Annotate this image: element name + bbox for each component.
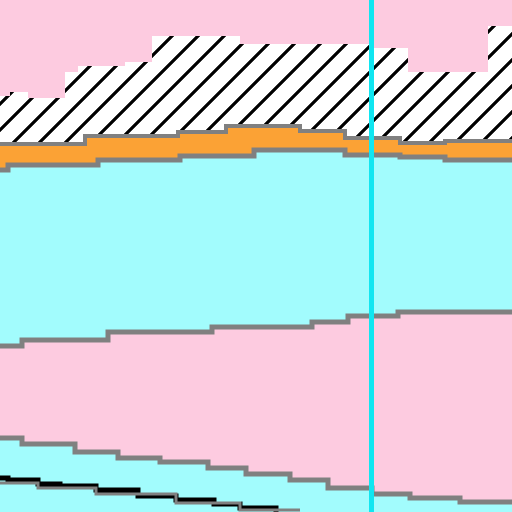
- upper-cyan-layer: [0, 150, 512, 346]
- hatched-layer: [0, 26, 512, 146]
- bottom-contour-shadow: [0, 481, 300, 512]
- vertical-cursor-line[interactable]: [369, 0, 374, 512]
- boundary-pink-cyan: [0, 435, 512, 505]
- boundary-orange-cyan: [0, 147, 512, 173]
- boundary-hatch-orange: [0, 124, 512, 146]
- boundary-cyan-pink: [0, 309, 512, 349]
- layer-boundaries: [0, 124, 512, 505]
